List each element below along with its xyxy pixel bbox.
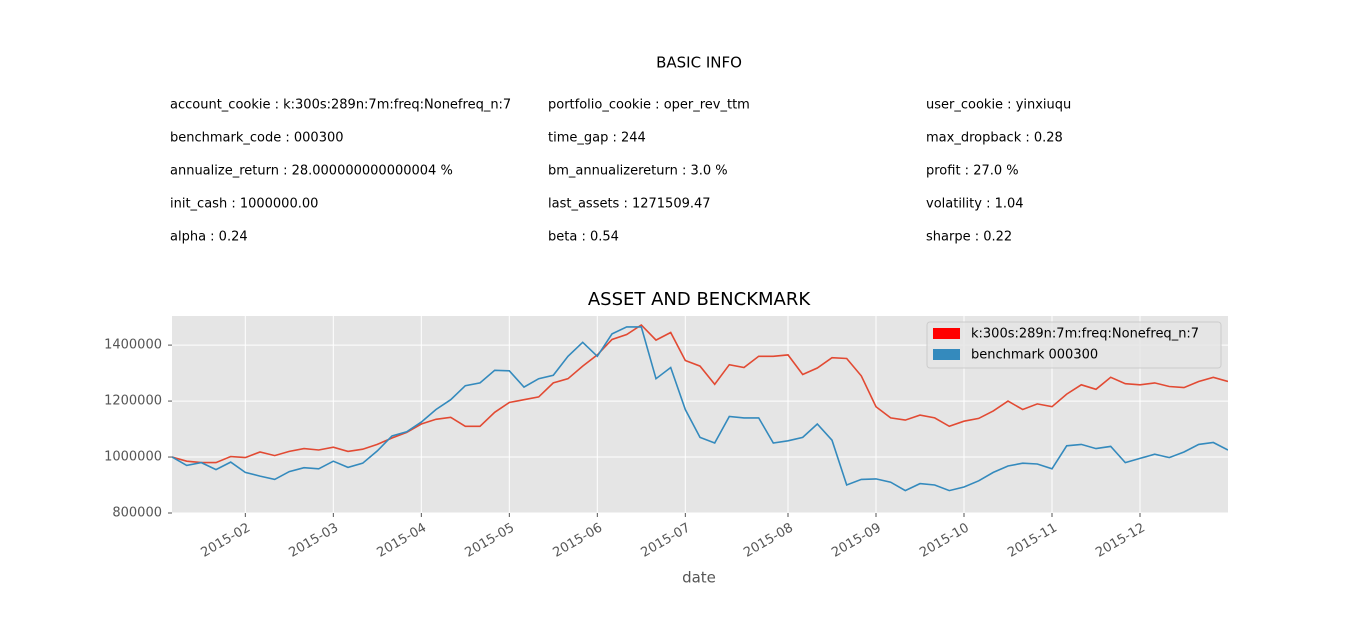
x-tick-label: 2015-09: [829, 521, 884, 561]
legend-label: k:300s:289n:7m:freq:Nonefreq_n:7: [971, 327, 1199, 342]
info-item: volatility : 1.04: [926, 197, 1024, 212]
info-item: alpha : 0.24: [170, 230, 248, 245]
x-tick-label: 2015-12: [1093, 521, 1148, 561]
info-item: init_cash : 1000000.00: [170, 197, 318, 212]
x-tick-label: 2015-04: [375, 521, 430, 561]
legend-swatch: [933, 349, 960, 360]
info-item: user_cookie : yinxiuqu: [926, 98, 1071, 113]
x-tick-label: 2015-11: [1005, 521, 1060, 561]
legend-swatch: [933, 328, 960, 339]
x-tick-label: 2015-07: [639, 521, 694, 561]
info-item: portfolio_cookie : oper_rev_ttm: [548, 98, 750, 113]
x-tick-label: 2015-02: [199, 521, 254, 561]
x-tick-label: 2015-05: [463, 521, 518, 561]
info-title: BASIC INFO: [656, 54, 742, 72]
info-item: annualize_return : 28.000000000000004 %: [170, 164, 453, 179]
x-tick-label: 2015-06: [551, 521, 606, 561]
y-tick-label: 1000000: [104, 450, 162, 465]
info-item: account_cookie : k:300s:289n:7m:freq:Non…: [170, 98, 511, 113]
info-item: profit : 27.0 %: [926, 164, 1019, 179]
line-series: [172, 326, 1228, 492]
y-tick-label: 800000: [112, 506, 162, 521]
info-item: last_assets : 1271509.47: [548, 197, 711, 212]
legend-box: [926, 321, 1222, 369]
x-tick-label: 2015-10: [917, 521, 972, 561]
info-item: beta : 0.54: [548, 230, 619, 245]
x-tick-label: 2015-03: [287, 521, 342, 561]
y-tick-label: 1400000: [104, 338, 162, 353]
info-item: bm_annualizereturn : 3.0 %: [548, 164, 728, 179]
line-series: [172, 323, 1228, 464]
info-item: sharpe : 0.22: [926, 230, 1012, 245]
chart-title: ASSET AND BENCKMARK: [588, 289, 812, 310]
legend-label: benchmark 000300: [971, 348, 1098, 363]
x-tick-label: 2015-08: [741, 521, 796, 561]
y-tick-label: 1200000: [104, 394, 162, 409]
info-item: time_gap : 244: [548, 131, 646, 146]
info-item: max_dropback : 0.28: [926, 131, 1063, 146]
x-axis-label: date: [682, 569, 716, 587]
info-item: benchmark_code : 000300: [170, 131, 344, 146]
